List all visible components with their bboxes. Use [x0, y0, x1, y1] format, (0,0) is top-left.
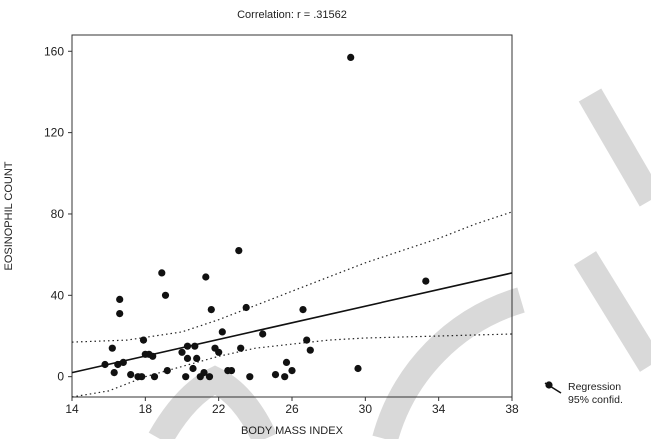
- data-point: [116, 295, 124, 303]
- data-point: [303, 336, 311, 344]
- data-point: [237, 344, 245, 352]
- data-point: [182, 373, 190, 381]
- y-tick-label: 160: [44, 44, 64, 58]
- data-point: [183, 354, 192, 362]
- legend: Regression 95% confid.: [544, 381, 623, 406]
- data-point: [149, 352, 157, 360]
- data-point: [110, 369, 118, 377]
- x-tick-label: 22: [212, 402, 226, 416]
- data-point: [191, 342, 199, 350]
- data-point: [138, 373, 146, 381]
- data-point: [299, 306, 307, 314]
- data-point: [119, 358, 127, 366]
- data-point: [306, 346, 314, 354]
- x-tick-label: 14: [65, 402, 79, 416]
- data-point: [127, 371, 135, 379]
- x-axis-label: BODY MASS INDEX: [241, 425, 344, 437]
- chart-title: Correlation: r = .31562: [237, 9, 347, 21]
- legend-point-marker: [545, 381, 553, 389]
- x-tick-label: 38: [505, 402, 519, 416]
- y-tick-label: 120: [44, 126, 64, 140]
- y-axis-ticks: 0 40 80 120 160: [44, 44, 72, 384]
- legend-label-regression: Regression: [568, 381, 621, 393]
- confidence-band-upper: [71, 211, 513, 343]
- data-point: [193, 354, 201, 362]
- y-tick-label: 80: [51, 207, 65, 221]
- data-point: [354, 364, 362, 373]
- data-point: [178, 348, 186, 356]
- data-point: [116, 310, 124, 318]
- data-point: [150, 373, 159, 381]
- data-point: [242, 303, 250, 312]
- x-axis-ticks: 14 18 22 26 30 34 38: [65, 397, 519, 416]
- data-point: [347, 53, 355, 62]
- data-point: [271, 371, 280, 379]
- data-point: [218, 328, 226, 336]
- series-layer: [71, 53, 513, 398]
- data-point: [163, 367, 171, 375]
- data-point: [246, 373, 254, 381]
- data-point: [202, 273, 210, 281]
- data-point: [282, 358, 291, 366]
- data-point: [235, 247, 243, 255]
- x-tick-label: 18: [139, 402, 153, 416]
- data-point: [101, 360, 109, 369]
- data-point: [227, 367, 236, 375]
- y-tick-label: 0: [57, 370, 64, 384]
- data-point: [161, 291, 170, 299]
- data-point: [205, 373, 214, 381]
- data-point: [139, 336, 148, 344]
- data-point: [189, 364, 197, 373]
- watermark-shapes: [148, 88, 651, 439]
- data-point: [114, 360, 122, 369]
- data-point: [108, 344, 116, 352]
- data-point: [158, 269, 166, 277]
- data-point: [183, 342, 192, 350]
- data-point: [200, 369, 208, 377]
- y-tick-label: 40: [51, 288, 65, 302]
- confidence-band-lower: [71, 333, 513, 398]
- y-axis-label: EOSINOPHIL COUNT: [3, 161, 15, 270]
- x-tick-label: 26: [285, 402, 299, 416]
- data-point: [259, 330, 267, 338]
- data-point: [281, 373, 289, 381]
- data-point: [207, 306, 215, 314]
- x-tick-label: 30: [359, 402, 373, 416]
- data-point: [422, 277, 430, 285]
- data-point: [288, 367, 296, 375]
- x-tick-label: 34: [432, 402, 446, 416]
- legend-label-confidence: 95% confid.: [568, 394, 623, 406]
- data-point: [215, 348, 223, 356]
